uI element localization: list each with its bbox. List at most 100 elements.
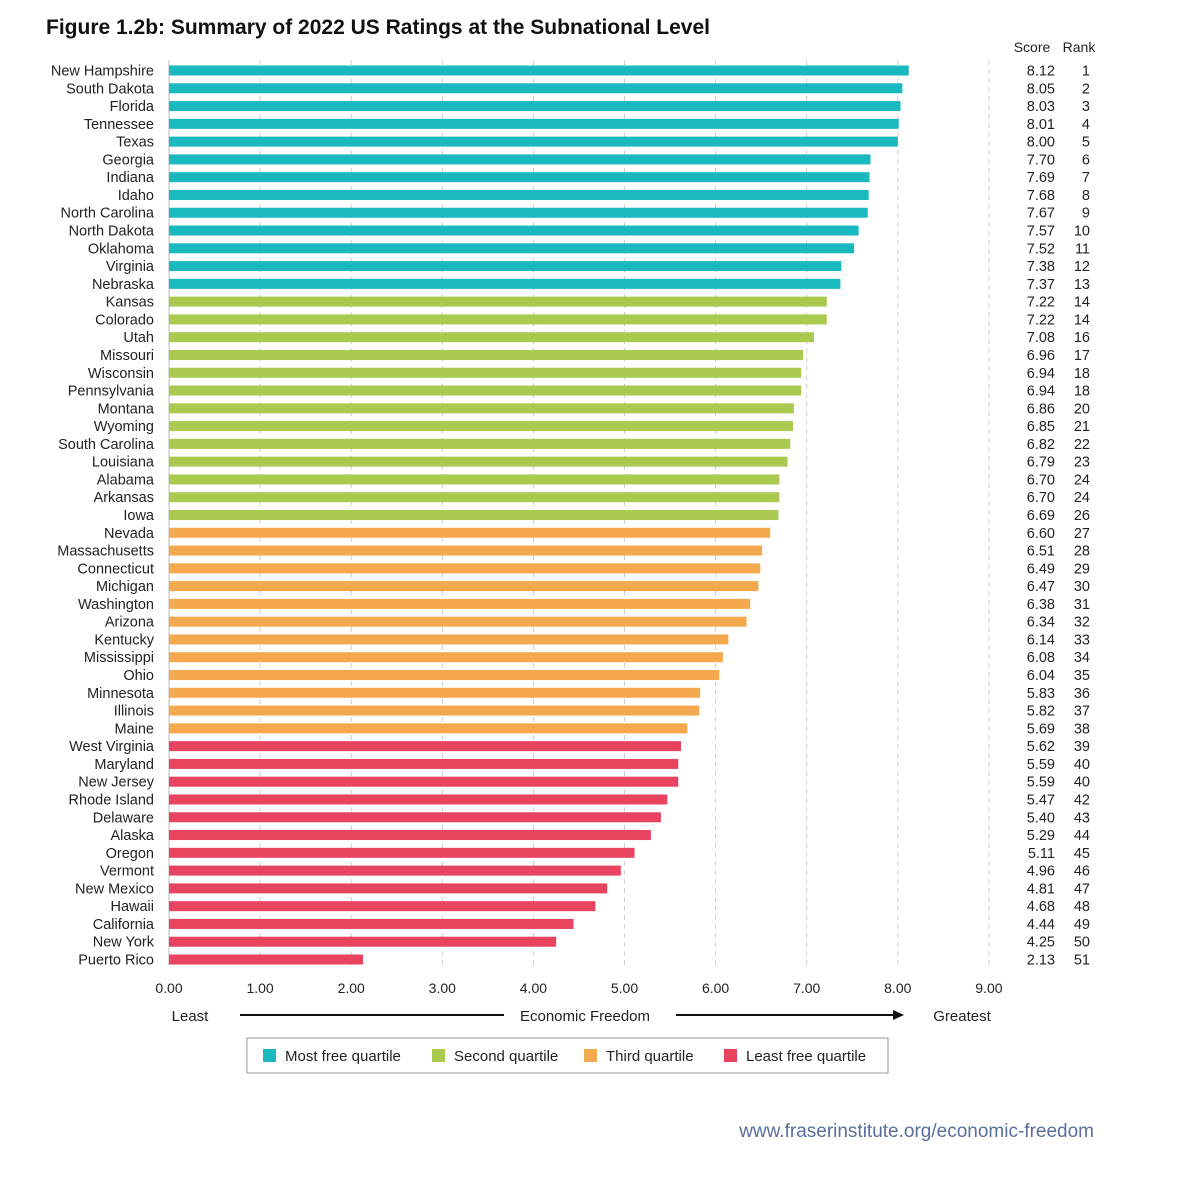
rank-value: 38: [1074, 721, 1090, 737]
rank-value: 18: [1074, 384, 1090, 400]
score-value: 8.00: [1027, 135, 1055, 151]
rank-value: 42: [1074, 792, 1090, 808]
bar: [169, 776, 679, 787]
axis-label-greatest: Greatest: [933, 1008, 991, 1025]
state-label: Missouri: [100, 348, 154, 364]
rank-value: 40: [1074, 757, 1090, 773]
bar: [169, 563, 761, 574]
score-value: 6.94: [1027, 366, 1055, 382]
rank-value: 32: [1074, 615, 1090, 631]
bars: [169, 65, 909, 965]
rank-value: 1: [1082, 64, 1090, 80]
state-label: Montana: [98, 401, 155, 417]
score-value: 4.96: [1027, 864, 1055, 880]
bar: [169, 687, 701, 698]
state-label: Virginia: [106, 259, 155, 275]
bar: [169, 758, 679, 769]
rank-value: 45: [1074, 846, 1090, 862]
state-label: Oklahoma: [88, 241, 155, 257]
state-label: Indiana: [106, 170, 155, 186]
bar: [169, 883, 608, 894]
score-value: 6.85: [1027, 419, 1055, 435]
score-value: 7.68: [1027, 188, 1055, 204]
score-value: 5.69: [1027, 721, 1055, 737]
rank-value: 44: [1074, 828, 1090, 844]
bar: [169, 527, 771, 538]
bar: [169, 261, 842, 272]
score-value: 7.52: [1027, 241, 1055, 257]
rank-value: 35: [1074, 668, 1090, 684]
bar: [169, 456, 788, 467]
bar: [169, 385, 802, 396]
score-value: 6.14: [1027, 632, 1055, 648]
score-value: 5.82: [1027, 704, 1055, 720]
score-value: 5.62: [1027, 739, 1055, 755]
bar: [169, 278, 841, 289]
rank-value: 2: [1082, 81, 1090, 97]
score-value: 6.94: [1027, 384, 1055, 400]
bar: [169, 901, 596, 912]
score-value: 7.70: [1027, 152, 1055, 168]
state-label: New Mexico: [75, 881, 154, 897]
bar: [169, 207, 868, 218]
bar: [169, 154, 871, 165]
bar: [169, 794, 668, 805]
rank-value: 12: [1074, 259, 1090, 275]
x-tick-label: 4.00: [520, 980, 547, 996]
rank-value: 33: [1074, 632, 1090, 648]
state-label: Maryland: [94, 757, 154, 773]
score-value: 5.40: [1027, 810, 1055, 826]
rank-value: 49: [1074, 917, 1090, 933]
rank-value: 26: [1074, 508, 1090, 524]
state-label: Washington: [78, 597, 154, 613]
state-label: Vermont: [100, 864, 154, 880]
bar: [169, 616, 747, 627]
score-value: 6.70: [1027, 472, 1055, 488]
rank-value: 46: [1074, 864, 1090, 880]
bar: [169, 545, 763, 556]
bar: [169, 705, 700, 716]
bar: [169, 510, 779, 520]
state-label: Connecticut: [77, 561, 154, 577]
score-value: 7.22: [1027, 312, 1055, 328]
score-value: 6.79: [1027, 455, 1055, 471]
axis-caption: Least Economic Freedom Greatest: [172, 1008, 992, 1025]
rank-value: 14: [1074, 295, 1090, 311]
bar: [169, 438, 791, 449]
score-value: 6.49: [1027, 561, 1055, 577]
x-tick-label: 6.00: [702, 980, 729, 996]
rank-value: 20: [1074, 401, 1090, 417]
axis-arrowhead-icon: [893, 1010, 904, 1020]
state-label: Michigan: [96, 579, 154, 595]
rank-value: 28: [1074, 544, 1090, 560]
rank-value: 14: [1074, 312, 1090, 328]
state-label: Ohio: [123, 668, 154, 684]
source-url: www.fraserinstitute.org/economic-freedom: [738, 1121, 1094, 1142]
state-label: South Carolina: [58, 437, 155, 453]
state-label: New Jersey: [78, 775, 154, 791]
score-rank-table: 8.12 1 8.05 2 8.03 3 8.01 4 8.00 5 7.70 6 7.69 7 7.68 8…: [1027, 64, 1090, 969]
legend-label: Third quartile: [606, 1048, 694, 1065]
score-value: 6.69: [1027, 508, 1055, 524]
rank-value: 3: [1082, 99, 1090, 115]
x-tick-label: 0.00: [155, 980, 182, 996]
state-label: Alabama: [97, 472, 155, 488]
state-label: Oregon: [106, 846, 154, 862]
bar: [169, 598, 751, 609]
score-value: 5.59: [1027, 757, 1055, 773]
rank-value: 30: [1074, 579, 1090, 595]
x-axis-ticks: 0.00 1.00 2.00 3.00 4.00 5.00 6.00 7.00 8.00 9.00: [155, 980, 1002, 996]
legend-label: Most free quartile: [285, 1048, 401, 1065]
score-value: 7.08: [1027, 330, 1055, 346]
rank-value: 11: [1075, 241, 1090, 257]
rank-value: 34: [1074, 650, 1090, 666]
bar: [169, 936, 557, 947]
score-value: 2.13: [1027, 953, 1055, 969]
score-value: 4.68: [1027, 899, 1055, 915]
rank-value: 23: [1074, 455, 1090, 471]
state-label: Florida: [110, 99, 155, 115]
score-value: 5.29: [1027, 828, 1055, 844]
